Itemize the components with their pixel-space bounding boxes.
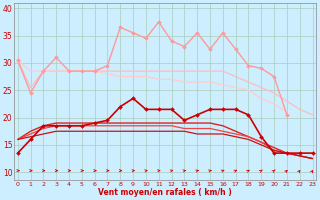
- X-axis label: Vent moyen/en rafales ( km/h ): Vent moyen/en rafales ( km/h ): [98, 188, 232, 197]
